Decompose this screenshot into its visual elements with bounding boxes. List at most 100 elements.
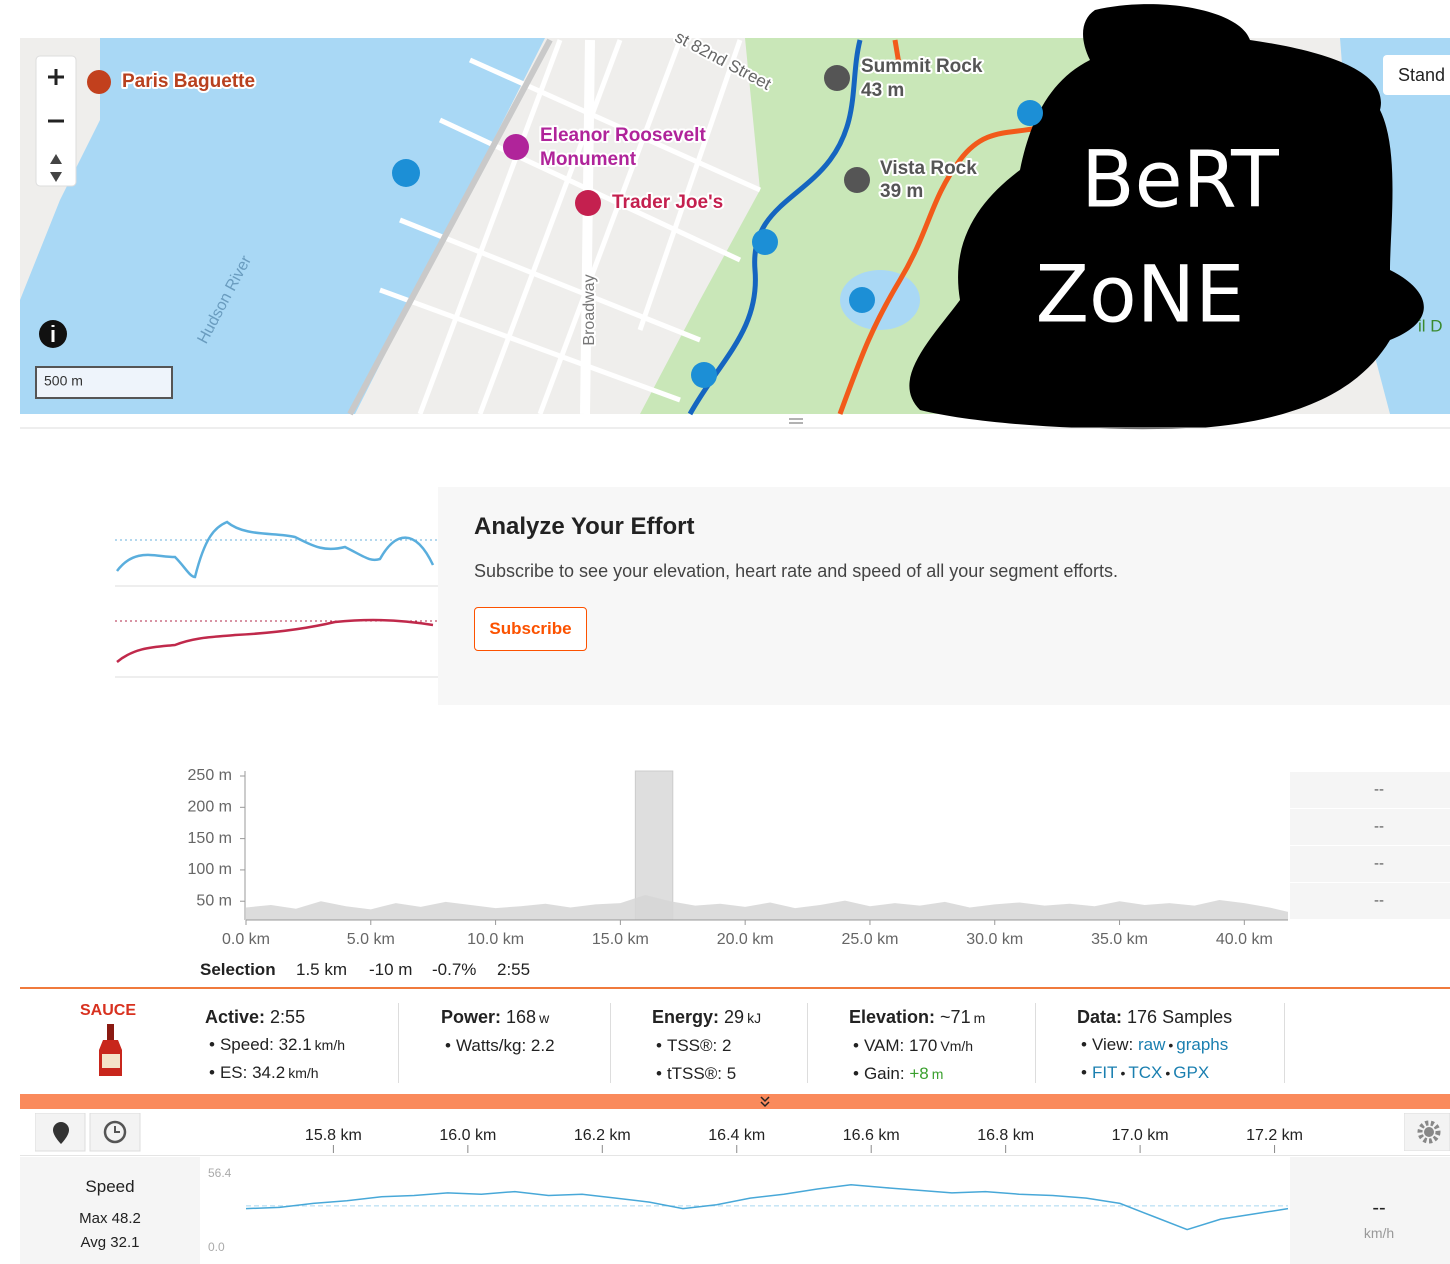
stat-value: 168 bbox=[506, 1007, 537, 1027]
sauce-row: • FIT • TCX • GPX bbox=[1077, 1059, 1232, 1087]
settings-button[interactable] bbox=[1404, 1113, 1450, 1151]
map-label: Vista Rock bbox=[880, 158, 977, 179]
link[interactable]: raw bbox=[1137, 1035, 1166, 1054]
selection-value: -10 m bbox=[369, 960, 413, 979]
sauce-divider bbox=[807, 1003, 808, 1083]
stat-label: Energy: bbox=[652, 1007, 720, 1027]
map-label: il D bbox=[1418, 316, 1443, 335]
stat-label: Avg bbox=[80, 1234, 107, 1251]
selection-value: -0.7% bbox=[432, 960, 477, 979]
bullet: • bbox=[445, 1036, 451, 1055]
style-button-label[interactable]: Stand bbox=[1398, 65, 1445, 85]
subscribe-button[interactable]: Subscribe bbox=[474, 607, 587, 651]
link[interactable]: TCX bbox=[1128, 1063, 1163, 1082]
stat-value: 32.1 bbox=[278, 1035, 312, 1054]
speed-title: Speed bbox=[85, 1177, 135, 1196]
x-tick-label: 30.0 km bbox=[966, 931, 1023, 948]
sauce-row: • Gain: +8 m bbox=[849, 1060, 985, 1088]
stat-label: Data: bbox=[1077, 1007, 1123, 1027]
map-label: 39 m bbox=[880, 181, 923, 202]
bullet: • bbox=[209, 1035, 215, 1054]
link[interactable]: GPX bbox=[1173, 1063, 1210, 1082]
selection-band bbox=[634, 770, 674, 921]
pin-icon bbox=[53, 1122, 69, 1144]
link[interactable]: FIT bbox=[1091, 1063, 1118, 1082]
sauce-divider bbox=[1035, 1003, 1036, 1083]
side-panel: -- -- -- -- bbox=[1290, 772, 1450, 920]
sauce-bottle bbox=[99, 1024, 122, 1076]
map[interactable]: BeRT ZoNE Paris Baguette Eleanor Rooseve… bbox=[0, 0, 1450, 432]
stat-value: 34.2 bbox=[252, 1063, 286, 1082]
sauce-row: • tTSS®: 5 bbox=[652, 1060, 761, 1088]
scale-label: 500 m bbox=[44, 373, 83, 389]
sauce-group: Energy: 29 kJ • TSS®: 2 • tTSS®: 5 bbox=[652, 1003, 761, 1088]
toolbar-buttons bbox=[35, 1113, 141, 1152]
scribble-text: ZoNE bbox=[1036, 250, 1245, 340]
stat-unit: Vm/h bbox=[940, 1038, 974, 1054]
map-label: Paris Baguette bbox=[122, 71, 255, 92]
y-tick-label: 250 m bbox=[188, 767, 232, 784]
speed-stat: Max 48.2 bbox=[20, 1207, 200, 1231]
x-tick-label: 35.0 km bbox=[1091, 931, 1148, 948]
x-tick-label: 40.0 km bbox=[1216, 931, 1273, 948]
map-label: Summit Rock bbox=[861, 56, 983, 77]
style-button[interactable] bbox=[1383, 55, 1450, 95]
speed-current-value: -- bbox=[1372, 1197, 1386, 1219]
stat-unit: kJ bbox=[747, 1010, 762, 1026]
x-tick-label: 10.0 km bbox=[467, 931, 524, 948]
stat-unit: km/h bbox=[314, 1037, 346, 1053]
stat-label: Gain: bbox=[863, 1064, 905, 1083]
river bbox=[20, 38, 545, 414]
bullet: • bbox=[1081, 1063, 1087, 1082]
sauce-group: Data: 176 Samples • View: raw • graphs • FIT • T… bbox=[1077, 1003, 1232, 1087]
zoom-in[interactable] bbox=[48, 69, 64, 85]
street-label: Broadway bbox=[581, 274, 598, 345]
sauce-divider bbox=[610, 1003, 611, 1083]
stat-value: 32.1 bbox=[110, 1234, 140, 1251]
link[interactable]: graphs bbox=[1176, 1035, 1229, 1054]
map-label: 43 m bbox=[861, 80, 904, 101]
sauce-row: • ES: 34.2 km/h bbox=[205, 1059, 345, 1087]
route-orange-top bbox=[892, 39, 903, 71]
link-separator: • bbox=[1120, 1065, 1126, 1081]
sauce-group: Power: 168 w • Watts/kg: 2.2 bbox=[441, 1003, 555, 1060]
speed-stat: Avg 32.1 bbox=[20, 1231, 200, 1255]
stat-value: ~71 bbox=[940, 1007, 971, 1027]
bullet: • bbox=[656, 1064, 662, 1083]
stat-unit: m bbox=[931, 1066, 944, 1082]
expand-bar[interactable] bbox=[20, 1094, 1450, 1109]
streets bbox=[379, 39, 762, 415]
y-tick-label: 50 m bbox=[196, 892, 232, 909]
sauce-group-title: Energy: 29 kJ bbox=[652, 1003, 761, 1032]
clock-hands bbox=[114, 1126, 120, 1133]
sauce-group-title: Power: 168 w bbox=[441, 1003, 555, 1032]
y-tick-label: 200 m bbox=[188, 799, 232, 816]
stat-label: View: bbox=[1091, 1035, 1134, 1054]
stat-unit: km/h bbox=[288, 1065, 319, 1081]
drag-handle[interactable] bbox=[789, 418, 803, 424]
stat-label: Elevation: bbox=[849, 1007, 936, 1027]
stat-label: tTSS®: bbox=[666, 1064, 722, 1083]
stat-value: 2:55 bbox=[270, 1007, 306, 1027]
scribble-blob bbox=[909, 4, 1424, 430]
sauce-top-border bbox=[20, 987, 1450, 989]
side-value: -- bbox=[1290, 883, 1450, 920]
x-tick-label: 15.0 km bbox=[592, 931, 649, 948]
compass[interactable] bbox=[50, 154, 62, 182]
pins bbox=[87, 65, 1043, 388]
route-orange bbox=[837, 117, 1062, 415]
speed-current: -- km/h bbox=[1290, 1157, 1450, 1264]
x-tick-label: 20.0 km bbox=[717, 931, 774, 948]
stat-label: Max bbox=[79, 1210, 108, 1227]
side-value: -- bbox=[1290, 809, 1450, 846]
y-tick-label: 0.0 bbox=[208, 1240, 225, 1254]
stat-value: 2.2 bbox=[530, 1036, 555, 1055]
expand-icon bbox=[760, 1096, 770, 1108]
sauce-group-title: Active: 2:55 bbox=[205, 1003, 345, 1031]
bullet: • bbox=[853, 1036, 859, 1055]
stat-label: VAM: bbox=[863, 1036, 905, 1055]
sauce-group-title: Data: 176 Samples bbox=[1077, 1003, 1232, 1031]
selection-value: 1.5 km bbox=[296, 960, 348, 979]
sauce-divider bbox=[398, 1003, 399, 1083]
bullet: • bbox=[853, 1064, 859, 1083]
